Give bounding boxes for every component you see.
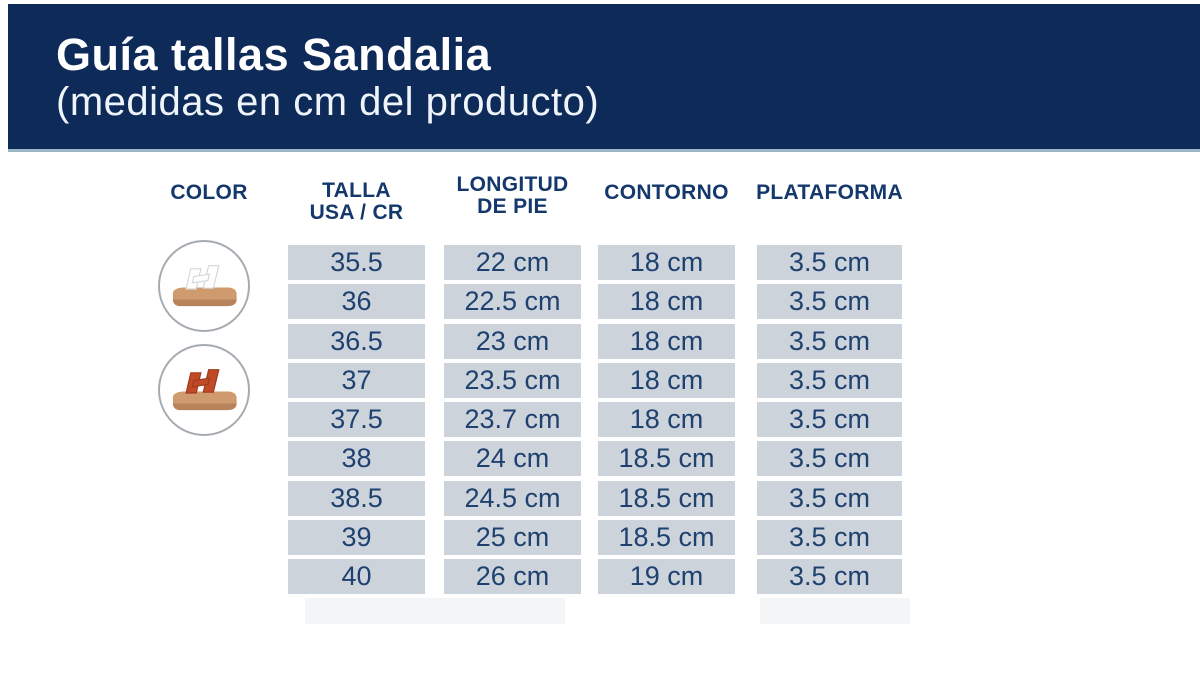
column-header-longitud: LONGITUD DE PIE (444, 174, 581, 218)
column-plataforma: 3.5 cm 3.5 cm 3.5 cm 3.5 cm 3.5 cm 3.5 c… (757, 245, 902, 595)
longitud-cell: 22 cm (444, 245, 581, 280)
contorno-cell: 18 cm (598, 245, 735, 280)
longitud-cell: 22.5 cm (444, 284, 581, 320)
column-header-contorno: CONTORNO (592, 182, 741, 204)
column-contorno: 18 cm 18 cm 18 cm 18 cm 18 cm 18.5 cm 18… (598, 245, 735, 595)
column-header-longitud-line2: DE PIE (477, 195, 548, 218)
plataforma-cell: 3.5 cm (757, 323, 902, 359)
talla-cell: 38.5 (288, 480, 425, 516)
column-header-talla-line1: TALLA (322, 179, 391, 202)
page-title: Guía tallas Sandalia (56, 29, 492, 80)
plataforma-cell: 3.5 cm (757, 520, 902, 556)
plataforma-cell: 3.5 cm (757, 559, 902, 595)
column-header-color-label: COLOR (170, 181, 248, 204)
longitud-cell: 23.5 cm (444, 362, 581, 398)
plataforma-cell: 3.5 cm (757, 441, 902, 477)
contorno-cell: 19 cm (598, 559, 735, 595)
column-header-longitud-line1: LONGITUD (456, 173, 569, 196)
contorno-cell: 18 cm (598, 323, 735, 359)
plataforma-cell: 3.5 cm (757, 284, 902, 320)
plataforma-cell: 3.5 cm (757, 362, 902, 398)
column-talla: 35.5 36 36.5 37 37.5 38 38.5 39 40 (288, 245, 425, 595)
header-band: Guía tallas Sandalia (medidas en cm del … (8, 4, 1200, 152)
talla-cell: 36.5 (288, 323, 425, 359)
talla-cell: 37 (288, 362, 425, 398)
talla-cell: 36 (288, 284, 425, 320)
contorno-cell: 18.5 cm (598, 520, 735, 556)
table-reflection (760, 598, 910, 624)
column-header-talla-line2: USA / CR (309, 201, 404, 224)
orange-sandal-icon (172, 369, 237, 411)
talla-cell: 35.5 (288, 245, 425, 280)
column-header-contorno-label: CONTORNO (604, 181, 729, 204)
contorno-cell: 18 cm (598, 284, 735, 320)
longitud-cell: 23 cm (444, 323, 581, 359)
table-reflection (305, 598, 565, 624)
white-sandal-icon (172, 265, 237, 307)
longitud-cell: 24.5 cm (444, 480, 581, 516)
column-header-plataforma-label: PLATAFORMA (756, 181, 903, 204)
contorno-cell: 18.5 cm (598, 480, 735, 516)
column-header-plataforma: PLATAFORMA (752, 182, 907, 204)
column-header-color: COLOR (148, 182, 270, 204)
color-swatch-orange (158, 344, 250, 436)
longitud-cell: 25 cm (444, 520, 581, 556)
longitud-cell: 24 cm (444, 441, 581, 477)
talla-cell: 38 (288, 441, 425, 477)
talla-cell: 39 (288, 520, 425, 556)
color-swatch-white (158, 240, 250, 332)
talla-cell: 37.5 (288, 402, 425, 438)
contorno-cell: 18 cm (598, 402, 735, 438)
contorno-cell: 18.5 cm (598, 441, 735, 477)
column-header-talla: TALLA USA / CR (288, 180, 425, 224)
longitud-cell: 26 cm (444, 559, 581, 595)
plataforma-cell: 3.5 cm (757, 245, 902, 280)
longitud-cell: 23.7 cm (444, 402, 581, 438)
plataforma-cell: 3.5 cm (757, 480, 902, 516)
plataforma-cell: 3.5 cm (757, 402, 902, 438)
page-subtitle: (medidas en cm del producto) (56, 80, 600, 125)
column-longitud: 22 cm 22.5 cm 23 cm 23.5 cm 23.7 cm 24 c… (444, 245, 581, 595)
contorno-cell: 18 cm (598, 362, 735, 398)
talla-cell: 40 (288, 559, 425, 595)
